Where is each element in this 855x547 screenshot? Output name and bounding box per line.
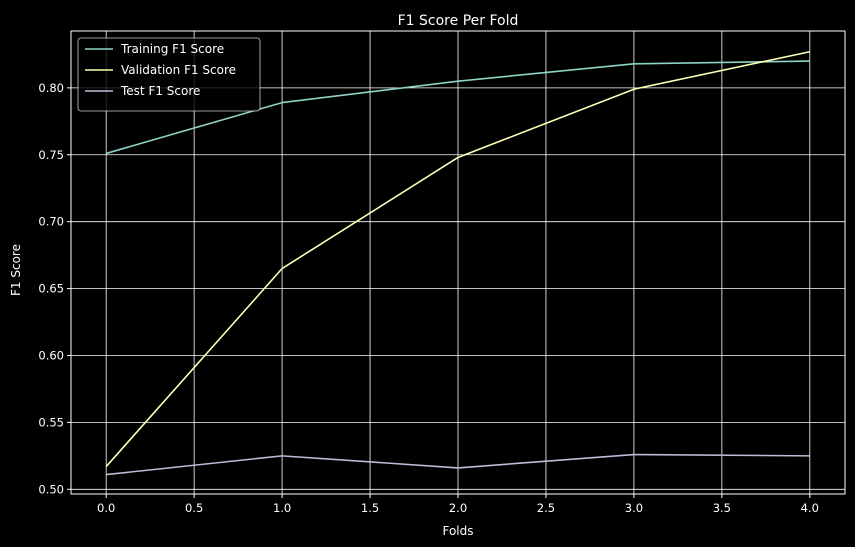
legend-label-2: Test F1 Score bbox=[120, 84, 200, 98]
x-tick-label: 3.0 bbox=[625, 501, 643, 515]
legend: Training F1 Score Validation F1 Score Test… bbox=[77, 37, 261, 112]
y-tick-label: 0.65 bbox=[38, 282, 64, 296]
y-axis-ticks: 0.50 0.55 0.60 0.65 0.70 0.75 0.80 bbox=[38, 81, 71, 496]
chart-title: F1 Score Per Fold bbox=[398, 13, 519, 29]
x-tick-label: 2.5 bbox=[537, 501, 555, 515]
legend-label-1: Validation F1 Score bbox=[121, 63, 236, 77]
y-tick-label: 0.55 bbox=[38, 415, 64, 429]
series-line-1 bbox=[105, 50, 810, 468]
x-axis-label: Folds bbox=[442, 524, 473, 538]
series-line-2 bbox=[106, 453, 810, 476]
y-tick-label: 0.60 bbox=[38, 349, 64, 363]
x-tick-label: 2.0 bbox=[449, 501, 467, 515]
legend-label-0: Training F1 Score bbox=[120, 42, 224, 56]
series-line-0 bbox=[105, 60, 810, 155]
x-tick-label: 0.5 bbox=[185, 501, 203, 515]
x-axis-ticks: 0.0 0.5 1.0 1.5 2.0 2.5 3.0 3.5 4.0 bbox=[97, 494, 819, 515]
y-tick-label: 0.80 bbox=[38, 81, 64, 95]
legend-box bbox=[77, 37, 261, 112]
y-tick-label: 0.75 bbox=[38, 148, 64, 162]
grid-lines bbox=[71, 31, 845, 494]
x-tick-label: 4.0 bbox=[801, 501, 819, 515]
x-tick-label: 1.5 bbox=[361, 501, 379, 515]
x-tick-label: 0.0 bbox=[97, 501, 115, 515]
y-axis-label: F1 Score bbox=[9, 244, 23, 296]
y-tick-label: 0.70 bbox=[38, 215, 64, 229]
x-tick-label: 3.5 bbox=[713, 501, 731, 515]
x-tick-label: 1.0 bbox=[273, 501, 291, 515]
series-lines bbox=[105, 50, 810, 476]
y-tick-label: 0.50 bbox=[38, 482, 64, 496]
